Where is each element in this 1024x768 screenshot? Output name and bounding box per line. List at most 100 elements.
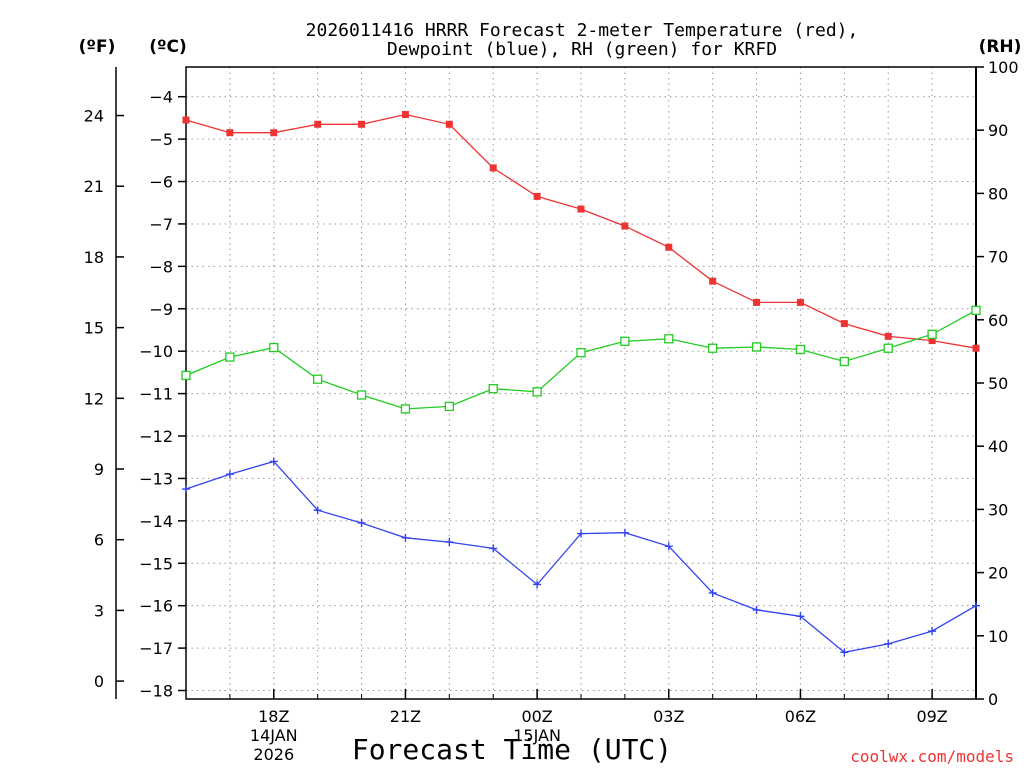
series-temperature <box>182 111 980 352</box>
temperature-point <box>709 277 717 285</box>
rh-tick-label: 80 <box>988 184 1008 203</box>
dewpoint-point <box>972 601 980 610</box>
dewpoint-point <box>708 588 717 597</box>
dewpoint-point <box>796 612 805 621</box>
rh-point <box>927 329 937 339</box>
rh-point <box>181 370 191 381</box>
rh-point <box>488 384 498 394</box>
fahrenheit-tick-label: 0 <box>94 672 104 691</box>
rh-point <box>313 374 323 384</box>
temperature-point <box>401 111 409 119</box>
data-series <box>181 111 981 657</box>
rh-tick-label: 20 <box>988 564 1008 583</box>
grid-lines <box>185 67 977 699</box>
temperature-point <box>577 205 585 213</box>
rh-unit-label: (RH) <box>979 37 1022 57</box>
dewpoint-point <box>752 605 761 614</box>
rh-point <box>532 387 542 397</box>
dewpoint-point <box>269 457 278 466</box>
source-credit: coolwx.com/models <box>850 747 1014 766</box>
dewpoint-point <box>533 580 542 589</box>
celsius-tick-label: −9 <box>149 300 173 319</box>
temperature-point <box>226 129 234 137</box>
fahrenheit-tick-label: 9 <box>94 460 104 479</box>
axis-ticks: −4 −5 −6 −7 −8 −9 −10 −11 −12 −13 −14 −15 −16 −17 −18 2… <box>84 58 1019 764</box>
rh-point <box>576 348 586 358</box>
temperature-point <box>445 120 453 128</box>
x-tick-label: 09Z <box>916 707 947 726</box>
dewpoint-point <box>620 528 629 537</box>
rh-point <box>620 336 630 346</box>
dewpoint-point <box>664 542 673 551</box>
temperature-point <box>753 298 761 306</box>
rh-tick-label: 100 <box>988 58 1019 77</box>
rh-point <box>664 334 674 344</box>
fahrenheit-tick-label: 21 <box>84 177 104 196</box>
rh-tick-label: 90 <box>988 121 1008 140</box>
rh-tick-label: 40 <box>988 437 1008 456</box>
x-tick-label: 06Z <box>785 707 816 726</box>
celsius-tick-label: −14 <box>139 512 173 531</box>
rh-point <box>708 343 718 353</box>
rh-point <box>795 344 806 355</box>
rh-tick-label: 60 <box>988 311 1008 330</box>
temperature-point <box>621 222 629 230</box>
fahrenheit-tick-label: 18 <box>84 248 104 267</box>
chart-title-line-1: 2026011416 HRRR Forecast 2-meter Tempera… <box>306 20 859 41</box>
dewpoint-point <box>884 639 893 648</box>
x-axis-label: Forecast Time (UTC) <box>352 733 672 766</box>
rh-point <box>971 305 981 315</box>
celsius-tick-label: −15 <box>139 554 173 573</box>
dewpoint-point <box>577 529 585 538</box>
x-tick-label: 14JAN <box>250 726 298 745</box>
celsius-tick-label: −6 <box>149 173 173 192</box>
temperature-point <box>796 298 804 306</box>
temperature-point <box>270 129 278 137</box>
rh-tick-label: 70 <box>988 248 1008 267</box>
rh-point <box>883 343 893 353</box>
celsius-tick-label: −4 <box>149 88 173 107</box>
x-tick-label: 03Z <box>653 707 684 726</box>
rh-point <box>356 390 367 400</box>
rh-point <box>400 404 411 414</box>
celsius-tick-label: −5 <box>149 130 173 149</box>
celsius-tick-label: −18 <box>139 682 173 701</box>
rh-point <box>225 352 235 362</box>
celsius-tick-label: −17 <box>139 639 173 658</box>
celsius-tick-label: −12 <box>139 427 173 446</box>
rh-point <box>269 342 279 353</box>
chart-title-line-2: Dewpoint (blue), RH (green) for KRFD <box>387 39 777 60</box>
temperature-point <box>358 120 366 128</box>
dewpoint-point <box>313 506 322 515</box>
temperature-point <box>489 164 497 172</box>
temperature-point <box>314 120 322 128</box>
temperature-point <box>182 116 190 124</box>
celsius-tick-label: −13 <box>139 469 173 488</box>
dewpoint-point <box>445 538 454 547</box>
fahrenheit-tick-label: 24 <box>84 107 104 126</box>
x-tick-label: 00Z <box>521 707 552 726</box>
dewpoint-point <box>401 533 410 542</box>
temperature-point <box>928 337 936 345</box>
rh-tick-label: 10 <box>988 627 1008 646</box>
fahrenheit-tick-label: 12 <box>84 389 104 408</box>
x-tick-label: 18Z <box>258 707 289 726</box>
fahrenheit-tick-label: 15 <box>84 319 104 338</box>
temperature-point <box>533 192 541 200</box>
celsius-tick-label: −8 <box>149 257 173 276</box>
dewpoint-point <box>840 648 849 657</box>
dewpoint-point <box>357 518 366 527</box>
rh-point <box>444 401 454 412</box>
dewpoint-point <box>225 470 234 479</box>
rh-tick-label: 0 <box>988 690 998 709</box>
rh-point <box>751 342 762 352</box>
rh-point <box>839 356 849 367</box>
series-dewpoint <box>182 457 980 657</box>
temperature-point <box>840 320 848 328</box>
fahrenheit-tick-label: 6 <box>94 531 104 550</box>
rh-tick-label: 30 <box>988 500 1008 519</box>
temperature-point <box>884 332 892 340</box>
celsius-tick-label: −11 <box>139 385 173 404</box>
dewpoint-point <box>182 485 190 494</box>
